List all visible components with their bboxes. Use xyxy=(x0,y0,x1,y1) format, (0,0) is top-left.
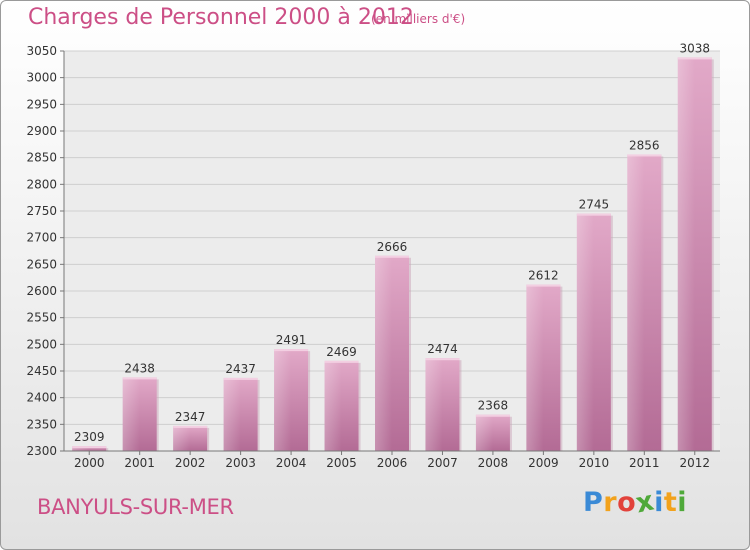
bar-value-label: 2491 xyxy=(276,333,307,347)
bar-top-edge xyxy=(677,57,712,60)
x-tick-label: 2007 xyxy=(427,456,458,470)
bar-highlight xyxy=(223,377,241,451)
bar-value-label: 3038 xyxy=(679,41,710,55)
x-tick-label: 2001 xyxy=(124,456,155,470)
y-tick-label: 2300 xyxy=(26,444,57,458)
y-tick-label: 2750 xyxy=(26,204,57,218)
bar-highlight xyxy=(122,377,140,451)
x-tick-label: 2002 xyxy=(175,456,206,470)
bar-top-edge xyxy=(576,213,611,216)
y-tick-label: 3000 xyxy=(26,71,57,85)
logo-letter: i xyxy=(677,487,688,518)
bar-highlight xyxy=(375,255,392,451)
bar-highlight xyxy=(324,360,342,451)
bar-top-edge xyxy=(223,377,258,380)
logo-letter: P xyxy=(583,487,604,518)
bar-value-label: 2856 xyxy=(629,138,660,152)
y-tick-label: 2500 xyxy=(26,337,57,351)
proxiti-logo: Proxiti xyxy=(583,485,688,519)
bar-highlight xyxy=(475,414,493,451)
x-tick-label: 2003 xyxy=(225,456,256,470)
bar-highlight xyxy=(425,358,443,451)
x-tick-label: 2012 xyxy=(679,456,710,470)
y-tick-label: 2700 xyxy=(26,231,57,245)
bar-value-label: 2437 xyxy=(225,362,256,376)
chart-title: Charges de Personnel 2000 à 2012 xyxy=(28,5,414,30)
bar-highlight xyxy=(274,349,292,451)
x-tick-label: 2006 xyxy=(377,456,408,470)
y-tick-label: 2850 xyxy=(26,151,57,165)
y-tick-label: 2600 xyxy=(26,284,57,298)
x-tick-label: 2008 xyxy=(478,456,509,470)
bar-highlight xyxy=(677,57,695,452)
x-tick-label: 2010 xyxy=(579,456,610,470)
bar-top-edge xyxy=(375,255,409,258)
x-tick-label: 2011 xyxy=(629,456,660,470)
bar-top-edge xyxy=(526,284,561,287)
bar-top-edge xyxy=(173,425,208,428)
bar-value-label: 2368 xyxy=(478,399,509,413)
x-tick-label: 2005 xyxy=(326,456,357,470)
logo-letter: r xyxy=(603,487,618,518)
bar-highlight xyxy=(173,425,191,451)
bar-value-label: 2469 xyxy=(326,345,357,359)
x-tick-label: 2004 xyxy=(276,456,307,470)
bar-top-edge xyxy=(324,360,359,363)
bar-highlight xyxy=(72,446,90,451)
bar-value-label: 2309 xyxy=(74,430,105,444)
bar-top-edge xyxy=(122,377,157,380)
bar-top-edge xyxy=(475,414,510,417)
bar-value-label: 2612 xyxy=(528,269,559,283)
bar-top-edge xyxy=(627,154,662,157)
place-name: BANYULS-SUR-MER xyxy=(37,495,234,519)
y-tick-label: 2950 xyxy=(26,97,57,111)
bar-top-edge xyxy=(274,349,309,352)
logo-letter: t xyxy=(663,487,678,518)
y-tick-label: 2350 xyxy=(26,417,57,431)
y-tick-label: 3050 xyxy=(26,44,57,58)
bar-value-label: 2666 xyxy=(377,240,408,254)
y-tick-label: 2450 xyxy=(26,364,57,378)
y-tick-label: 2800 xyxy=(26,177,57,191)
bar-highlight xyxy=(526,284,544,451)
y-tick-label: 2400 xyxy=(26,391,57,405)
bar-highlight xyxy=(627,154,645,451)
bar-value-label: 2745 xyxy=(579,198,610,212)
bar-value-label: 2347 xyxy=(175,410,206,424)
y-tick-label: 2550 xyxy=(26,311,57,325)
y-tick-label: 2900 xyxy=(26,124,57,138)
y-tick-label: 2650 xyxy=(26,257,57,271)
logo-letter: o xyxy=(617,487,637,518)
bar-top-edge xyxy=(425,358,460,361)
bar-highlight xyxy=(576,213,594,451)
bar-value-label: 2438 xyxy=(124,361,155,375)
x-tick-label: 2009 xyxy=(528,456,559,470)
x-tick-label: 2000 xyxy=(74,456,105,470)
chart-subtitle: (en milliers d'€) xyxy=(371,12,466,26)
bar-top-edge xyxy=(72,446,107,449)
logo-letter: i xyxy=(654,487,664,518)
bar-value-label: 2474 xyxy=(427,342,458,356)
